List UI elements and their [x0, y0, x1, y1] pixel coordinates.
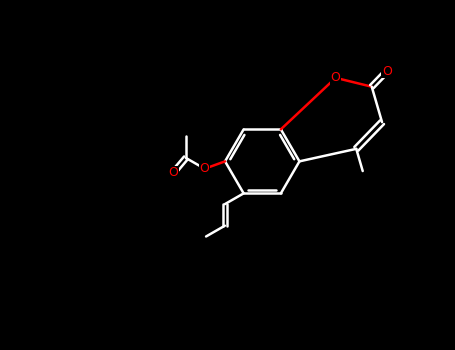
Text: O: O [331, 71, 341, 84]
Text: O: O [168, 166, 178, 179]
Text: O: O [200, 162, 210, 175]
Text: O: O [382, 65, 392, 78]
